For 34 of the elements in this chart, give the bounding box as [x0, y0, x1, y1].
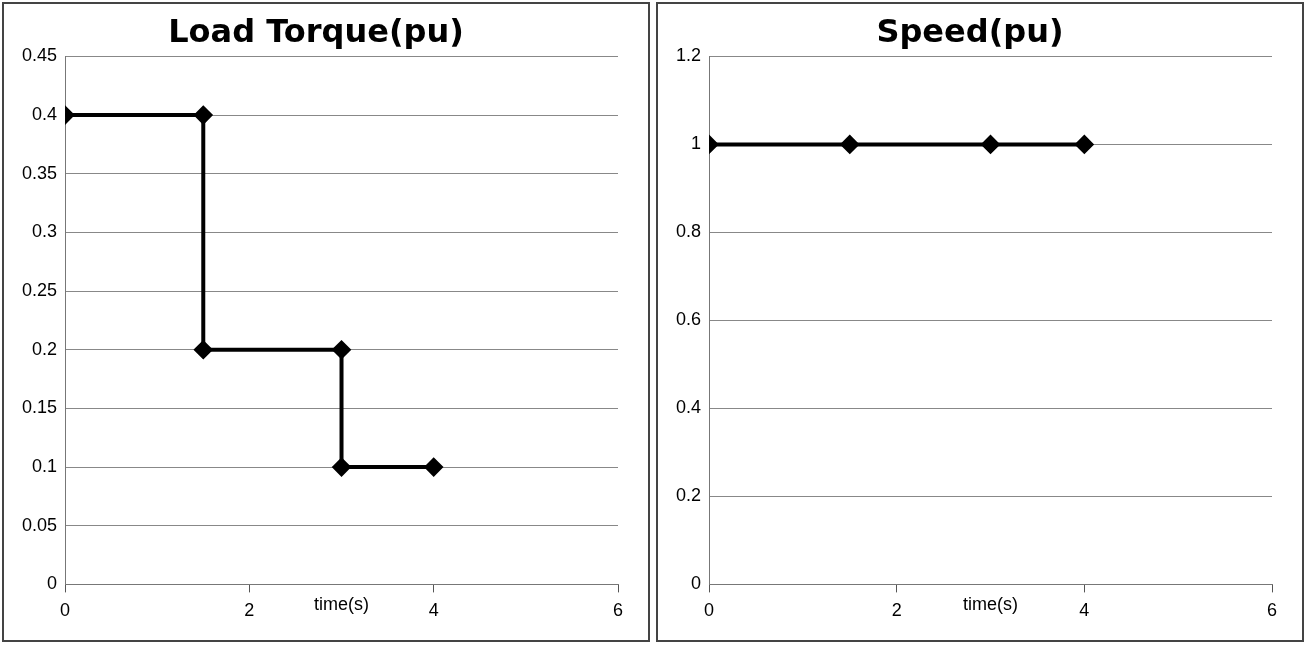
x-tick-label: 2: [244, 600, 255, 621]
point: [332, 340, 351, 359]
y-tick-label: 0.1: [32, 456, 58, 477]
y-tick-label: 0: [691, 573, 702, 594]
y-tick-label: 0.8: [675, 221, 702, 242]
x-tick-label: 4: [428, 600, 439, 621]
x-axis-title: time(s): [314, 594, 370, 615]
x-tick-label: 4: [1079, 600, 1090, 621]
y-tick-label: 0.15: [21, 397, 58, 418]
y-tick-label: 0.05: [21, 514, 58, 535]
x-axis-title: time(s): [963, 594, 1019, 615]
x-tick-label: 0: [704, 600, 715, 621]
x-tick-label: 2: [891, 600, 902, 621]
x-tick-label: 0: [60, 600, 71, 621]
y-tick-label: 0.2: [675, 485, 702, 506]
y-tick-label: 0.4: [675, 397, 702, 418]
y-tick-label: 0: [47, 573, 58, 594]
chart-title: Load Torque(pu): [168, 11, 464, 50]
point: [194, 340, 213, 359]
y-tick-label: 0.6: [675, 309, 702, 330]
point: [194, 106, 213, 125]
y-tick-label: 0.4: [32, 104, 58, 125]
y-tick-label: 0.3: [32, 221, 58, 242]
x-tick-label: 6: [1266, 600, 1278, 621]
y-tick-label: 1: [691, 133, 702, 154]
y-tick-label: 0.25: [21, 280, 58, 301]
point: [424, 458, 443, 477]
x-tick-label: 6: [612, 600, 624, 621]
point: [332, 458, 351, 477]
y-tick-label: 0.35: [21, 162, 58, 183]
y-tick-label: 1.2: [675, 45, 702, 66]
y-tick-label: 0.45: [21, 45, 58, 66]
y-tick-label: 0.2: [32, 338, 58, 359]
chart-title: Speed(pu): [876, 11, 1064, 50]
